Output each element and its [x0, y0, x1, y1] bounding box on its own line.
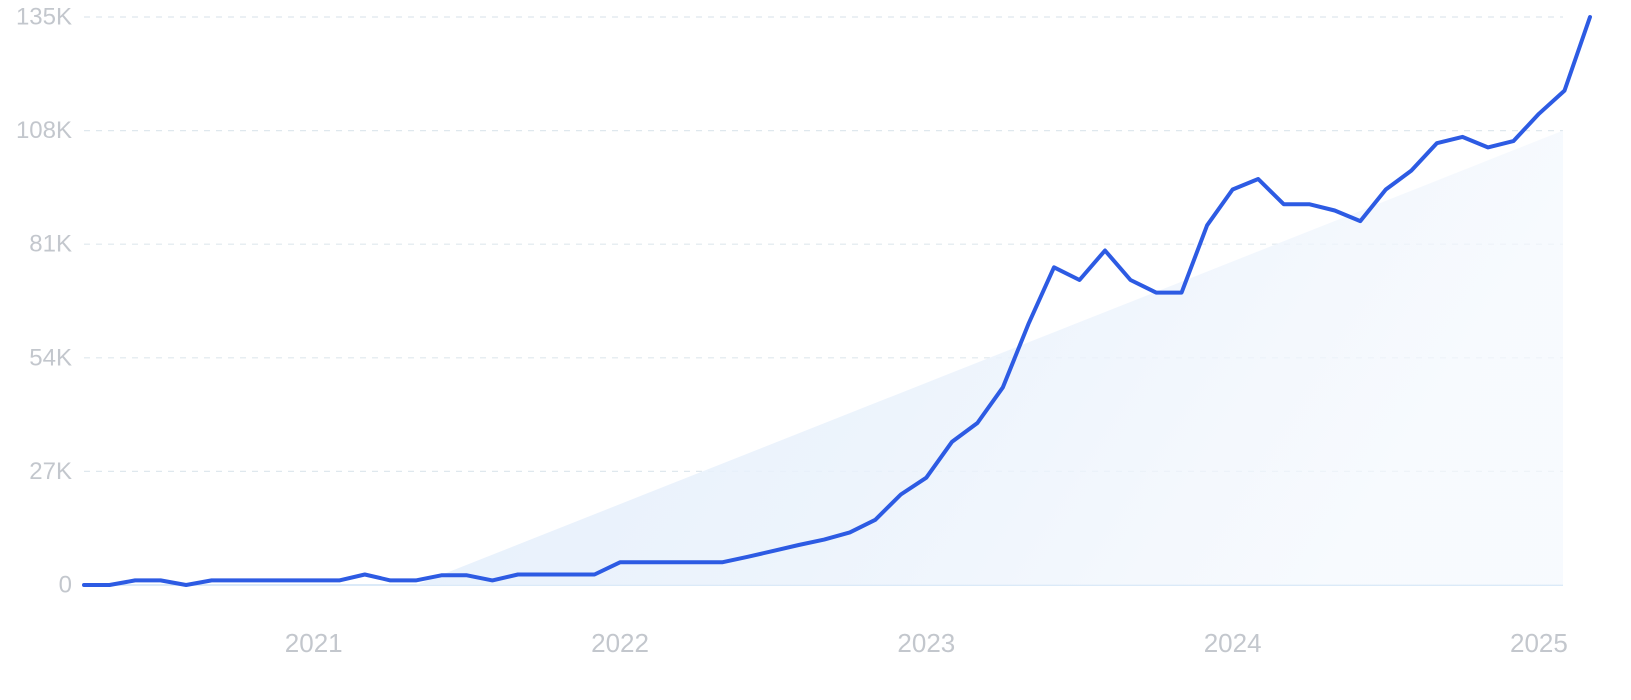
trend-layer [415, 130, 1563, 585]
series-line [82, 15, 1592, 587]
y-tick-label: 81K [29, 231, 72, 258]
x-tick-label: 2025 [1510, 628, 1568, 658]
y-tick-label: 108K [16, 117, 72, 144]
x-axis-ticks: 2021 2022 2023 2024 2025 [285, 628, 1568, 658]
x-tick-label: 2022 [591, 628, 649, 658]
y-axis-ticks: 0 27K 54K 81K 108K 135K [16, 4, 72, 599]
y-tick-label: 27K [29, 458, 72, 485]
x-tick-label: 2024 [1204, 628, 1262, 658]
y-tick-label: 0 [59, 572, 72, 599]
x-tick-label: 2023 [897, 628, 955, 658]
series-layer [82, 15, 1592, 587]
y-tick-label: 54K [29, 344, 72, 371]
trend-area [415, 130, 1563, 585]
y-tick-label: 135K [16, 4, 72, 31]
x-tick-label: 2021 [285, 628, 343, 658]
